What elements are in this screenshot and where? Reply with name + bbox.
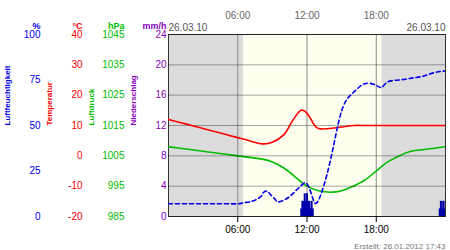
svg-text:18:00: 18:00 — [364, 10, 389, 21]
svg-text:12:00: 12:00 — [294, 224, 319, 235]
svg-text:0: 0 — [35, 211, 41, 222]
svg-text:985: 985 — [108, 211, 125, 222]
svg-text:12:00: 12:00 — [294, 10, 319, 21]
svg-text:Temperatur: Temperatur — [45, 82, 54, 125]
svg-text:°C: °C — [72, 21, 83, 31]
svg-text:40: 40 — [71, 28, 83, 40]
svg-text:50: 50 — [29, 120, 41, 131]
svg-text:10: 10 — [71, 120, 83, 131]
svg-text:0: 0 — [77, 150, 83, 161]
svg-text:18:00: 18:00 — [364, 224, 389, 235]
svg-text:20: 20 — [71, 89, 83, 100]
svg-text:26.03.10: 26.03.10 — [169, 22, 208, 33]
svg-text:06:00: 06:00 — [225, 10, 250, 21]
svg-text:25: 25 — [29, 165, 41, 176]
svg-text:26.03.10: 26.03.10 — [407, 22, 446, 33]
svg-text:Luftdruck: Luftdruck — [87, 88, 96, 125]
svg-text:%: % — [32, 21, 40, 31]
svg-text:20: 20 — [155, 59, 167, 70]
svg-text:-10: -10 — [68, 180, 83, 191]
svg-text:4: 4 — [161, 180, 167, 191]
svg-text:mm/h: mm/h — [142, 21, 166, 31]
svg-text:Luftfeuchtigkeit: Luftfeuchtigkeit — [3, 65, 12, 125]
svg-text:16: 16 — [155, 89, 167, 100]
svg-text:1015: 1015 — [102, 120, 125, 131]
svg-text:30: 30 — [71, 59, 83, 70]
svg-text:Niederschlag: Niederschlag — [129, 75, 138, 125]
svg-text:hPa: hPa — [108, 21, 126, 31]
svg-text:06:00: 06:00 — [225, 224, 250, 235]
svg-text:1005: 1005 — [102, 150, 125, 161]
svg-text:1045: 1045 — [102, 28, 125, 40]
svg-text:8: 8 — [161, 150, 167, 161]
svg-text:12: 12 — [155, 120, 167, 131]
svg-text:0: 0 — [161, 211, 167, 222]
svg-text:24: 24 — [155, 28, 167, 40]
svg-text:1035: 1035 — [102, 59, 125, 70]
svg-text:Erstellt: 26.01.2012 17:43: Erstellt: 26.01.2012 17:43 — [354, 242, 446, 250]
svg-text:1025: 1025 — [102, 89, 125, 100]
svg-text:-20: -20 — [68, 211, 83, 222]
svg-text:995: 995 — [108, 180, 125, 191]
svg-text:100: 100 — [23, 28, 41, 40]
svg-text:75: 75 — [29, 74, 41, 85]
